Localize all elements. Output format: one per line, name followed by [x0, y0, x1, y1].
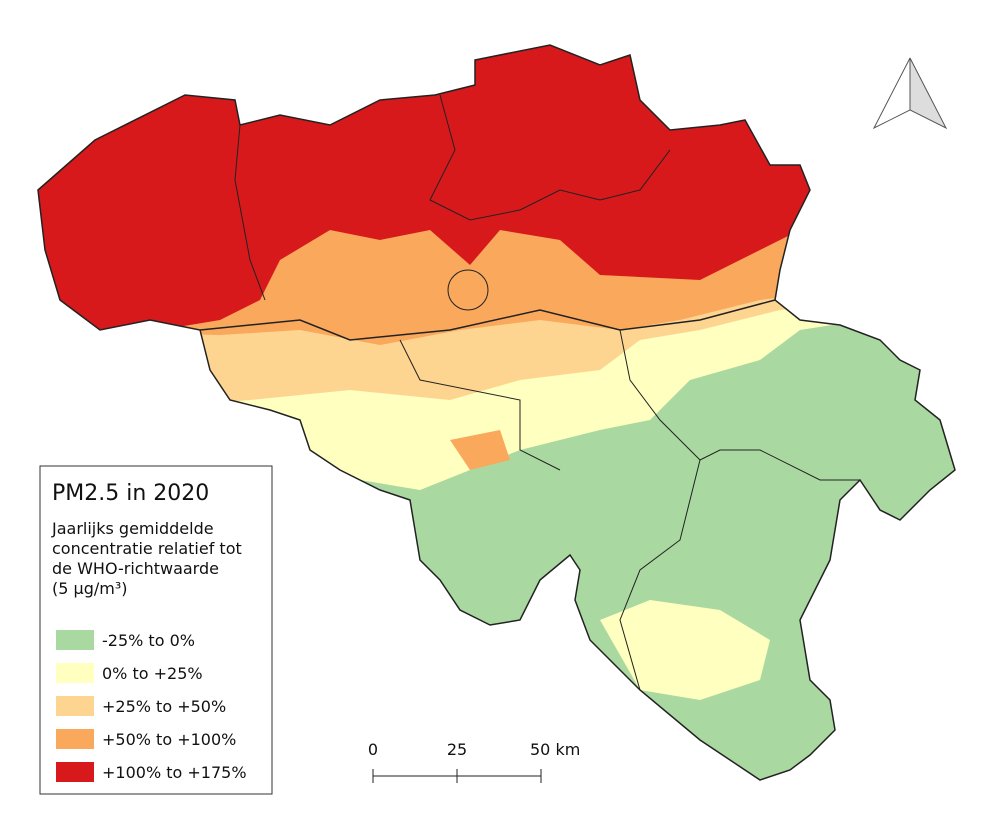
scale-bar: 0 25 50 km — [368, 740, 580, 783]
legend-label: +100% to +175% — [102, 763, 247, 782]
legend-label: -25% to 0% — [102, 631, 195, 650]
legend-description: Jaarlijks gemiddelde — [51, 519, 214, 538]
legend-swatch — [56, 729, 94, 749]
legend-label: 0% to +25% — [102, 664, 203, 683]
legend-swatch — [56, 762, 94, 782]
scale-label: 50 km — [530, 740, 580, 759]
legend-description: concentratie relatief tot — [52, 539, 242, 558]
zone-yellow-south — [600, 600, 770, 700]
zone-orange-patch — [450, 430, 510, 470]
legend-description: (5 µg/m³) — [52, 579, 127, 598]
scale-label: 0 — [368, 740, 378, 759]
province-border — [399, 339, 561, 471]
legend-label: +50% to +100% — [102, 730, 236, 749]
region-borders — [37, 44, 956, 781]
brussels-border — [447, 269, 489, 311]
north-arrow-right — [909, 57, 948, 130]
legend-swatch — [56, 696, 94, 716]
legend-description: de WHO-richtwaarde — [52, 559, 219, 578]
province-border — [429, 94, 671, 221]
legend-label: +25% to +50% — [102, 697, 226, 716]
legend: PM2.5 in 2020 Jaarlijks gemiddeldeconcen… — [39, 465, 273, 795]
north-arrow — [872, 57, 948, 130]
legend-swatch — [56, 663, 94, 683]
legend-title: PM2.5 in 2020 — [52, 481, 209, 506]
legend-swatch — [56, 630, 94, 650]
region-border — [199, 299, 776, 341]
province-border — [234, 124, 266, 301]
north-arrow-left — [872, 57, 911, 130]
scale-label: 25 — [447, 740, 467, 759]
province-border — [619, 459, 701, 691]
province-border — [619, 329, 860, 481]
